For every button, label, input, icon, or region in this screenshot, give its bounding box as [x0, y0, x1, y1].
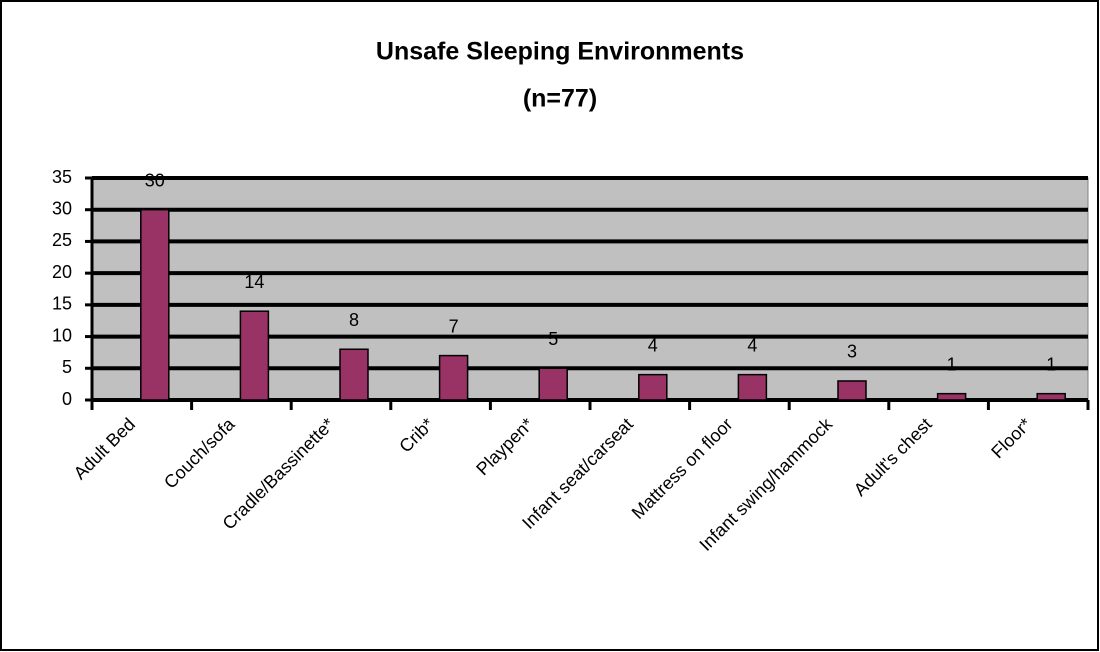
bar — [837, 380, 867, 401]
data-label: 1 — [1046, 354, 1056, 374]
data-label: 8 — [349, 310, 359, 330]
y-tick-label: 20 — [52, 262, 72, 282]
bar — [339, 348, 369, 401]
y-tick-label: 25 — [52, 230, 72, 250]
chart-title: Unsafe Sleeping Environments — [376, 38, 744, 66]
chart-subtitle: (n=77) — [523, 85, 597, 113]
y-tick-label: 10 — [52, 325, 72, 345]
data-label: 4 — [747, 335, 757, 355]
y-tick-label: 15 — [52, 294, 72, 314]
bar — [737, 373, 768, 401]
y-tick-label: 5 — [62, 357, 72, 377]
data-label: 7 — [449, 316, 459, 336]
bar — [140, 208, 170, 401]
y-tick-label: 0 — [62, 389, 72, 409]
bar — [538, 367, 568, 401]
data-label: 1 — [947, 354, 957, 374]
bar — [438, 354, 469, 401]
y-tick-label: 30 — [52, 198, 72, 218]
y-tick-label: 35 — [52, 167, 72, 187]
data-label: 3 — [847, 342, 857, 362]
data-label: 5 — [548, 329, 558, 349]
bar — [1036, 392, 1066, 401]
bar — [638, 373, 668, 401]
bar — [936, 392, 967, 401]
data-label: 4 — [648, 335, 658, 355]
data-label: 30 — [145, 170, 165, 190]
data-label: 14 — [244, 272, 264, 292]
bar — [239, 310, 270, 401]
